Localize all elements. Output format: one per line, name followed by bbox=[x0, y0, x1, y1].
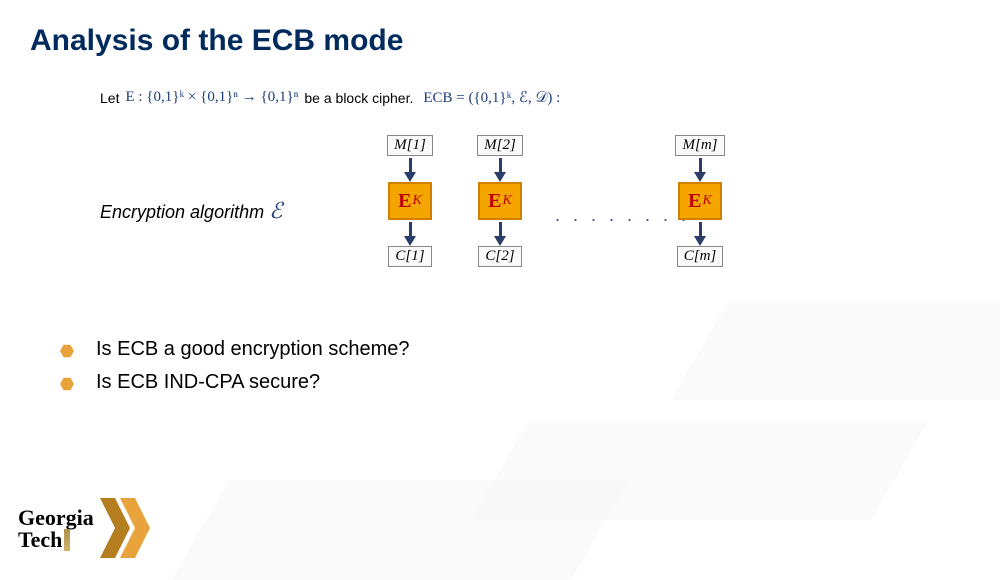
ek-K: K bbox=[503, 193, 512, 209]
arrow-stem bbox=[699, 158, 702, 172]
bg-shape bbox=[671, 300, 1000, 400]
arrow-stem bbox=[699, 222, 702, 236]
ek-E: E bbox=[688, 190, 701, 213]
definition-line: Let E : {0,1}ᵏ × {0,1}ⁿ → {0,1}ⁿ be a bl… bbox=[100, 88, 560, 107]
msg-box: M[2] bbox=[477, 135, 523, 156]
ek-E: E bbox=[398, 190, 411, 213]
logo-line2: Tech bbox=[18, 527, 62, 552]
ek-box: EK bbox=[388, 182, 432, 220]
arrow-stem bbox=[499, 222, 502, 236]
arrow-stem bbox=[499, 158, 502, 172]
arrow-head bbox=[494, 236, 506, 246]
diagram-column-1: M[1] EK C[1] bbox=[380, 135, 440, 267]
hex-bullet-icon bbox=[60, 344, 74, 358]
bullet-text: Is ECB a good encryption scheme? bbox=[96, 338, 410, 361]
encryption-label-text: Encryption algorithm bbox=[100, 202, 264, 222]
arrow-head bbox=[694, 236, 706, 246]
arrow-head bbox=[694, 172, 706, 182]
logo-line1: Georgia bbox=[18, 508, 94, 529]
arrow-head bbox=[404, 236, 416, 246]
diagram-column-2: M[2] EK C[2] bbox=[470, 135, 530, 267]
bullet-item: Is ECB IND-CPA secure? bbox=[60, 371, 410, 394]
ecb-def: ECB = ({0,1}ᵏ, ℰ, 𝒟) : bbox=[423, 88, 560, 107]
ct-box: C[2] bbox=[478, 246, 521, 267]
logo-chevrons bbox=[110, 498, 150, 558]
let-word: Let bbox=[100, 90, 119, 106]
ek-K: K bbox=[703, 193, 712, 209]
diagram-column-m: M[m] EK C[m] bbox=[670, 135, 730, 267]
encryption-label: Encryption algorithm ℰ bbox=[100, 198, 282, 224]
bullet-list: Is ECB a good encryption scheme? Is ECB … bbox=[60, 338, 410, 404]
bullet-text: Is ECB IND-CPA secure? bbox=[96, 371, 320, 394]
ecb-diagram: M[1] EK C[1] M[2] EK C[2] . . . . . . . … bbox=[380, 135, 780, 295]
ek-box: EK bbox=[478, 182, 522, 220]
msg-box: M[1] bbox=[387, 135, 433, 156]
ek-box: EK bbox=[678, 182, 722, 220]
bullet-item: Is ECB a good encryption scheme? bbox=[60, 338, 410, 361]
arrow-head bbox=[494, 172, 506, 182]
georgia-tech-logo: Georgia Tech bbox=[18, 508, 94, 551]
ek-K: K bbox=[413, 193, 422, 209]
cipher-map: E : {0,1}ᵏ × {0,1}ⁿ → {0,1}ⁿ bbox=[125, 89, 298, 106]
bg-shape bbox=[171, 480, 629, 580]
arrow-stem bbox=[409, 158, 412, 172]
ek-E: E bbox=[488, 190, 501, 213]
ct-box: C[m] bbox=[677, 246, 724, 267]
arrow-head bbox=[404, 172, 416, 182]
hex-bullet-icon bbox=[60, 377, 74, 391]
tower-icon bbox=[64, 529, 70, 551]
msg-box: M[m] bbox=[675, 135, 724, 156]
be-text: be a block cipher. bbox=[304, 90, 413, 106]
page-title: Analysis of the ECB mode bbox=[30, 24, 403, 58]
ct-box: C[1] bbox=[388, 246, 431, 267]
script-e-symbol: ℰ bbox=[269, 198, 282, 223]
arrow-stem bbox=[409, 222, 412, 236]
